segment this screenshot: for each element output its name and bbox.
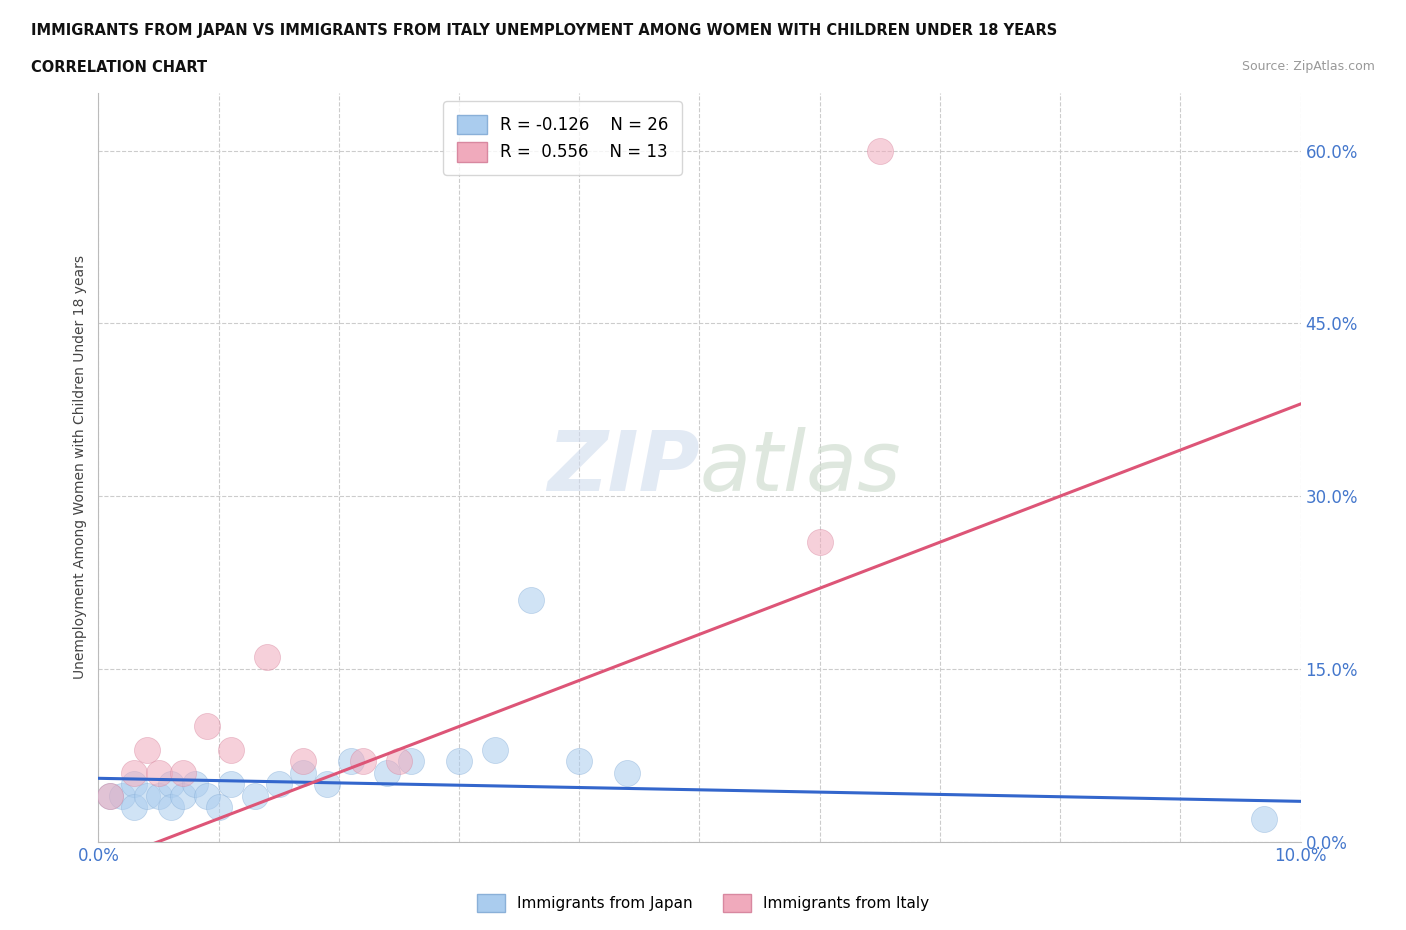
Point [256, 650, 278, 665]
Point [520, 592, 543, 607]
Point [159, 777, 181, 791]
Point [124, 800, 146, 815]
Point [340, 753, 363, 768]
Point [808, 535, 831, 550]
Point [291, 765, 314, 780]
Point [388, 753, 411, 768]
Point [183, 777, 205, 791]
Point [195, 788, 218, 803]
Text: ZIP: ZIP [547, 427, 699, 508]
Point [124, 777, 146, 791]
Text: IMMIGRANTS FROM JAPAN VS IMMIGRANTS FROM ITALY UNEMPLOYMENT AMONG WOMEN WITH CHI: IMMIGRANTS FROM JAPAN VS IMMIGRANTS FROM… [31, 23, 1057, 38]
Point [267, 777, 290, 791]
Point [447, 753, 470, 768]
Point [148, 765, 170, 780]
Point [219, 777, 242, 791]
Text: CORRELATION CHART: CORRELATION CHART [31, 60, 207, 75]
Point [315, 777, 337, 791]
Legend: R = -0.126    N = 26, R =  0.556    N = 13: R = -0.126 N = 26, R = 0.556 N = 13 [443, 101, 682, 175]
Point [484, 742, 506, 757]
Point [111, 788, 134, 803]
Point [219, 742, 242, 757]
Point [399, 753, 422, 768]
Point [375, 765, 398, 780]
Point [208, 800, 231, 815]
Point [195, 719, 218, 734]
Point [148, 788, 170, 803]
Point [291, 753, 314, 768]
Point [172, 765, 194, 780]
Point [352, 753, 374, 768]
Y-axis label: Unemployment Among Women with Children Under 18 years: Unemployment Among Women with Children U… [73, 256, 87, 679]
Point [869, 143, 891, 158]
Legend: Immigrants from Japan, Immigrants from Italy: Immigrants from Japan, Immigrants from I… [471, 888, 935, 918]
Point [100, 788, 122, 803]
Point [124, 765, 146, 780]
Point [172, 788, 194, 803]
Text: atlas: atlas [699, 427, 901, 508]
Point [616, 765, 638, 780]
Point [135, 788, 157, 803]
Point [568, 753, 591, 768]
Point [100, 788, 122, 803]
Point [135, 742, 157, 757]
Point [159, 800, 181, 815]
Point [1253, 811, 1275, 826]
Point [243, 788, 266, 803]
Text: Source: ZipAtlas.com: Source: ZipAtlas.com [1241, 60, 1375, 73]
